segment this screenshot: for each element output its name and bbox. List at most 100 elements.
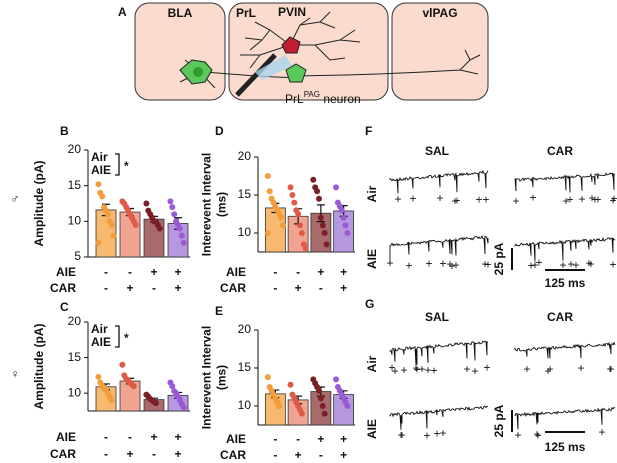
pipette <box>255 55 292 80</box>
trace <box>389 170 489 194</box>
row-value-label: + <box>295 281 302 295</box>
event-marker: + <box>594 193 601 207</box>
row-value-label: + <box>340 432 347 446</box>
event-marker: + <box>446 257 453 271</box>
data-point <box>169 204 176 211</box>
event-marker: + <box>527 258 534 272</box>
trace <box>514 341 616 359</box>
event-marker: + <box>475 192 482 206</box>
data-point <box>310 176 317 183</box>
data-point <box>180 239 187 246</box>
data-point <box>287 184 294 191</box>
bracket <box>115 153 120 176</box>
row-name: CAR <box>50 281 76 295</box>
row-name: CAR <box>220 448 246 462</box>
event-marker: + <box>535 256 542 270</box>
data-point <box>169 383 176 390</box>
data-point <box>167 198 174 205</box>
data-point <box>289 192 296 198</box>
data-point <box>279 222 286 229</box>
event-marker: + <box>413 363 420 377</box>
event-marker: + <box>433 427 440 441</box>
event-marker: + <box>512 194 519 208</box>
row-title: AIE <box>365 249 379 269</box>
data-point <box>342 222 349 229</box>
y-tick-label: 5 <box>74 249 81 263</box>
event-marker: + <box>484 258 491 272</box>
panel-letter: F <box>365 124 372 138</box>
data-point <box>338 207 345 214</box>
annotation: AIE <box>91 335 111 349</box>
data-point <box>321 410 328 417</box>
event-marker: + <box>424 363 431 377</box>
event-marker: + <box>609 257 616 271</box>
row-value-label: - <box>273 448 277 462</box>
nucleus <box>193 67 203 77</box>
event-marker: + <box>400 363 407 377</box>
sex-symbol: ♀ <box>11 367 20 381</box>
row-value-label: + <box>174 430 181 444</box>
data-point <box>104 211 111 218</box>
row-value-label: - <box>273 281 277 295</box>
y-tick-label: 10 <box>238 398 252 412</box>
event-marker: + <box>412 361 419 375</box>
pvin-label: PVIN <box>278 5 306 19</box>
y-axis-label: Interevent Interval <box>200 153 214 256</box>
scale-label: 125 ms <box>545 276 586 290</box>
event-marker: + <box>436 191 443 205</box>
row-value-label: - <box>104 281 108 295</box>
column-title: CAR <box>547 310 573 324</box>
event-marker: + <box>439 256 446 270</box>
row-value-label: + <box>317 265 324 279</box>
event-marker: + <box>451 194 458 208</box>
event-marker: + <box>405 258 412 272</box>
annotation: Air <box>91 150 108 164</box>
y-tick-label: 15 <box>238 360 252 374</box>
data-point <box>317 395 324 402</box>
y-axis-label: Amplitude (pA) <box>32 161 46 247</box>
panel-letter: A <box>118 5 127 19</box>
data-point <box>315 387 322 394</box>
y-axis-label: (ms) <box>215 192 229 217</box>
data-point <box>264 173 271 179</box>
row-value-label: - <box>152 281 156 295</box>
data-point <box>344 403 351 409</box>
y-tick-label: 20 <box>238 149 252 163</box>
row-value-label: - <box>319 281 323 295</box>
data-point <box>278 214 285 221</box>
y-tick-label: 20 <box>68 142 82 156</box>
data-point <box>110 232 117 239</box>
event-marker: + <box>529 191 536 205</box>
event-marker: + <box>578 192 585 206</box>
row-value-label: - <box>296 432 300 446</box>
row-title: Air <box>365 185 379 202</box>
event-marker: + <box>394 192 401 206</box>
data-point <box>291 199 298 206</box>
event-marker: + <box>607 362 614 376</box>
event-marker: + <box>448 259 455 273</box>
data-point <box>130 383 137 390</box>
event-marker: + <box>572 258 579 272</box>
scale-label: 25 pA <box>492 404 506 437</box>
data-point <box>156 225 163 232</box>
data-point <box>302 245 309 252</box>
event-marker: + <box>409 192 416 206</box>
data-point <box>287 381 294 388</box>
data-point <box>298 230 305 236</box>
event-marker: + <box>439 426 446 440</box>
row-name: CAR <box>50 447 76 461</box>
data-point <box>319 222 326 229</box>
scale-label: 125 ms <box>545 440 586 454</box>
y-tick-label: 20 <box>238 322 252 336</box>
data-point <box>314 188 321 195</box>
event-marker: + <box>534 428 541 442</box>
row-value-label: - <box>104 265 108 279</box>
trace <box>389 340 489 366</box>
row-value-label: + <box>174 447 181 461</box>
data-point <box>143 200 150 207</box>
data-point <box>108 221 115 228</box>
column-title: SAL <box>425 310 449 324</box>
row-value-label: + <box>126 281 133 295</box>
row-value-label: + <box>295 448 302 462</box>
data-point <box>266 188 273 195</box>
